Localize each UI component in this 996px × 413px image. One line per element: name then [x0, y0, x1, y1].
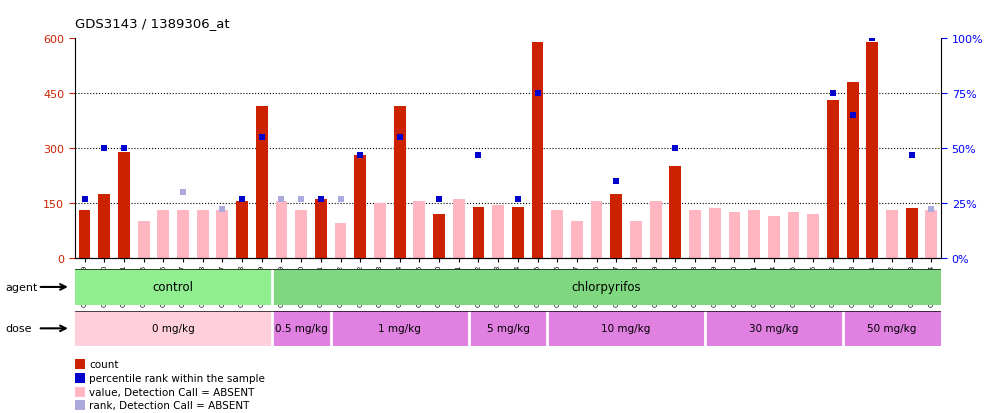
Bar — [843, 311, 941, 346]
Bar — [532, 43, 544, 258]
Bar — [331, 311, 468, 346]
Text: rank, Detection Call = ABSENT: rank, Detection Call = ABSENT — [89, 401, 249, 411]
Bar — [75, 311, 272, 346]
Bar — [649, 202, 661, 258]
Bar — [295, 211, 307, 258]
Bar — [669, 167, 681, 258]
Bar — [256, 107, 268, 258]
Text: 1 mg/kg: 1 mg/kg — [378, 323, 421, 334]
Bar — [548, 311, 705, 346]
Text: value, Detection Call = ABSENT: value, Detection Call = ABSENT — [89, 387, 254, 396]
Text: 30 mg/kg: 30 mg/kg — [749, 323, 799, 334]
Text: 5 mg/kg: 5 mg/kg — [486, 323, 530, 334]
Text: 50 mg/kg: 50 mg/kg — [868, 323, 916, 334]
Bar — [75, 270, 272, 305]
Bar — [137, 222, 149, 258]
Text: control: control — [152, 281, 193, 294]
Bar — [157, 211, 169, 258]
Text: 10 mg/kg: 10 mg/kg — [602, 323, 650, 334]
Bar — [433, 214, 445, 258]
Bar — [272, 311, 331, 346]
Bar — [216, 211, 228, 258]
Bar — [355, 156, 367, 258]
Bar — [118, 152, 129, 258]
Text: chlorpyrifos: chlorpyrifos — [572, 281, 641, 294]
Bar — [808, 214, 819, 258]
Text: dose: dose — [5, 323, 32, 334]
Bar — [905, 209, 917, 258]
Text: 0.5 mg/kg: 0.5 mg/kg — [275, 323, 328, 334]
Text: percentile rank within the sample: percentile rank within the sample — [89, 373, 265, 383]
Bar — [591, 202, 603, 258]
Bar — [492, 205, 504, 258]
Bar — [689, 211, 701, 258]
Bar — [847, 83, 859, 258]
Bar — [335, 223, 347, 258]
Bar — [393, 107, 405, 258]
Text: count: count — [89, 359, 119, 369]
Text: GDS3143 / 1389306_at: GDS3143 / 1389306_at — [75, 17, 229, 29]
Bar — [315, 200, 327, 258]
Bar — [374, 204, 385, 258]
Bar — [768, 216, 780, 258]
Bar — [551, 211, 563, 258]
Bar — [925, 211, 937, 258]
Bar — [748, 211, 760, 258]
Bar — [728, 213, 740, 258]
Bar — [79, 211, 91, 258]
Bar — [709, 209, 721, 258]
Text: 0 mg/kg: 0 mg/kg — [151, 323, 194, 334]
Bar — [867, 43, 878, 258]
Bar — [197, 211, 208, 258]
Bar — [99, 194, 111, 258]
Bar — [571, 222, 583, 258]
Bar — [630, 222, 641, 258]
Bar — [886, 211, 897, 258]
Bar — [705, 311, 843, 346]
Bar — [272, 270, 941, 305]
Bar — [453, 200, 464, 258]
Bar — [788, 213, 800, 258]
Text: agent: agent — [5, 282, 38, 292]
Bar — [611, 194, 622, 258]
Bar — [236, 202, 248, 258]
Bar — [177, 211, 189, 258]
Bar — [468, 311, 548, 346]
Bar — [413, 202, 425, 258]
Bar — [827, 101, 839, 258]
Bar — [276, 202, 288, 258]
Bar — [472, 207, 484, 258]
Bar — [512, 207, 524, 258]
